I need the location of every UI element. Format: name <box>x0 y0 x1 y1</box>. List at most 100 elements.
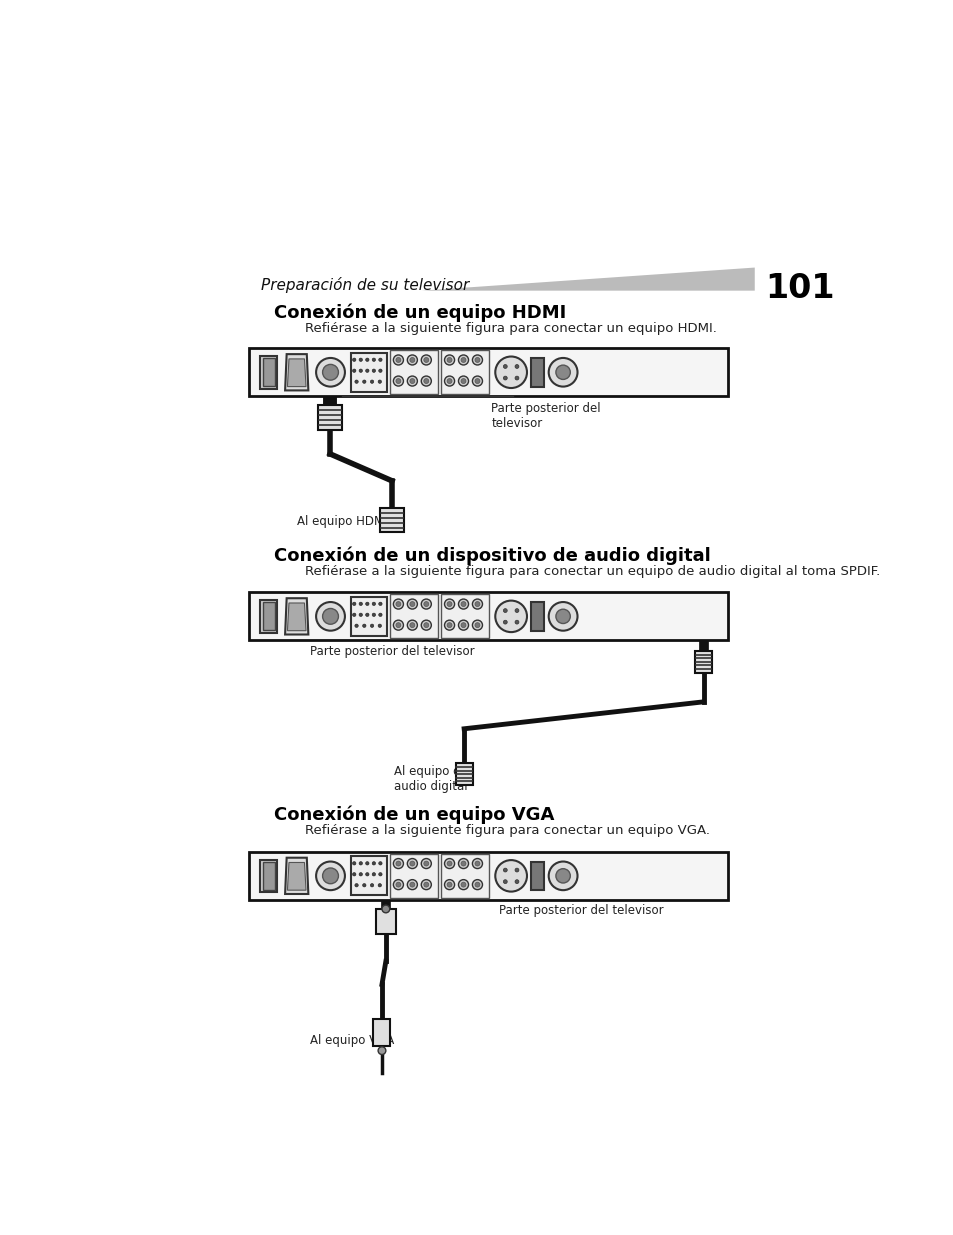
Circle shape <box>365 862 369 864</box>
Circle shape <box>372 603 375 605</box>
Text: Al equipo VGA: Al equipo VGA <box>310 1035 394 1047</box>
Circle shape <box>353 358 355 362</box>
Circle shape <box>444 879 455 889</box>
Circle shape <box>378 603 382 605</box>
Circle shape <box>353 862 355 864</box>
Circle shape <box>395 622 400 627</box>
Circle shape <box>410 601 415 606</box>
Circle shape <box>444 354 455 366</box>
Text: Refiérase a la siguiente figura para conectar un equipo VGA.: Refiérase a la siguiente figura para con… <box>305 824 709 837</box>
Circle shape <box>407 620 417 630</box>
Circle shape <box>503 609 507 613</box>
Circle shape <box>393 354 403 366</box>
Text: 101: 101 <box>764 272 834 305</box>
Bar <box>249 348 728 396</box>
Bar <box>373 1019 390 1046</box>
Circle shape <box>460 622 465 627</box>
Circle shape <box>362 883 366 887</box>
Circle shape <box>377 883 381 887</box>
Circle shape <box>515 609 518 613</box>
Circle shape <box>377 624 381 627</box>
Circle shape <box>447 622 452 627</box>
Circle shape <box>355 624 358 627</box>
Bar <box>375 909 395 934</box>
Circle shape <box>353 603 355 605</box>
Circle shape <box>315 862 345 890</box>
Circle shape <box>460 601 465 606</box>
Bar <box>440 594 489 638</box>
Circle shape <box>444 599 455 609</box>
Circle shape <box>515 620 518 624</box>
Circle shape <box>515 364 518 368</box>
Circle shape <box>407 375 417 387</box>
Bar <box>351 856 386 895</box>
Bar <box>260 356 277 389</box>
Circle shape <box>472 599 482 609</box>
Bar <box>440 853 489 898</box>
Polygon shape <box>285 598 308 635</box>
Circle shape <box>447 357 452 362</box>
Polygon shape <box>285 858 308 894</box>
Bar <box>260 860 277 892</box>
Circle shape <box>421 858 431 868</box>
Circle shape <box>410 622 415 627</box>
Bar <box>249 593 728 640</box>
Circle shape <box>475 357 479 362</box>
Circle shape <box>377 1047 385 1055</box>
Circle shape <box>423 379 428 384</box>
Circle shape <box>322 609 338 624</box>
Circle shape <box>315 358 345 387</box>
Text: Parte posterior del televisor: Parte posterior del televisor <box>310 645 474 658</box>
Circle shape <box>370 883 374 887</box>
Circle shape <box>395 379 400 384</box>
Circle shape <box>458 599 468 609</box>
Circle shape <box>370 624 374 627</box>
Circle shape <box>365 369 369 373</box>
Circle shape <box>362 624 366 627</box>
Circle shape <box>395 882 400 887</box>
Circle shape <box>395 357 400 362</box>
Circle shape <box>365 873 369 876</box>
Circle shape <box>475 379 479 384</box>
Bar <box>530 358 543 387</box>
Circle shape <box>378 369 382 373</box>
Circle shape <box>548 358 577 387</box>
Circle shape <box>410 861 415 866</box>
Bar <box>262 862 274 889</box>
Bar <box>456 763 472 785</box>
Circle shape <box>395 601 400 606</box>
Circle shape <box>475 601 479 606</box>
Circle shape <box>355 380 358 383</box>
Circle shape <box>475 622 479 627</box>
Circle shape <box>355 883 358 887</box>
Bar <box>260 600 277 632</box>
Circle shape <box>472 858 482 868</box>
Circle shape <box>378 873 382 876</box>
Circle shape <box>365 613 369 616</box>
Circle shape <box>372 613 375 616</box>
Circle shape <box>395 861 400 866</box>
Circle shape <box>503 377 507 380</box>
Bar <box>262 603 274 630</box>
Bar <box>351 353 386 391</box>
Circle shape <box>444 375 455 387</box>
Polygon shape <box>421 268 754 290</box>
Circle shape <box>421 879 431 889</box>
Circle shape <box>358 873 362 876</box>
Bar <box>530 601 543 631</box>
Polygon shape <box>285 354 308 390</box>
Text: Conexión de un equipo VGA: Conexión de un equipo VGA <box>274 805 554 824</box>
Circle shape <box>358 613 362 616</box>
Circle shape <box>393 375 403 387</box>
Circle shape <box>548 862 577 890</box>
Circle shape <box>410 357 415 362</box>
Circle shape <box>365 603 369 605</box>
Circle shape <box>378 862 382 864</box>
Circle shape <box>322 364 338 380</box>
Circle shape <box>393 879 403 889</box>
Circle shape <box>515 377 518 380</box>
Circle shape <box>447 379 452 384</box>
Circle shape <box>495 357 526 388</box>
Circle shape <box>372 862 375 864</box>
Circle shape <box>447 882 452 887</box>
